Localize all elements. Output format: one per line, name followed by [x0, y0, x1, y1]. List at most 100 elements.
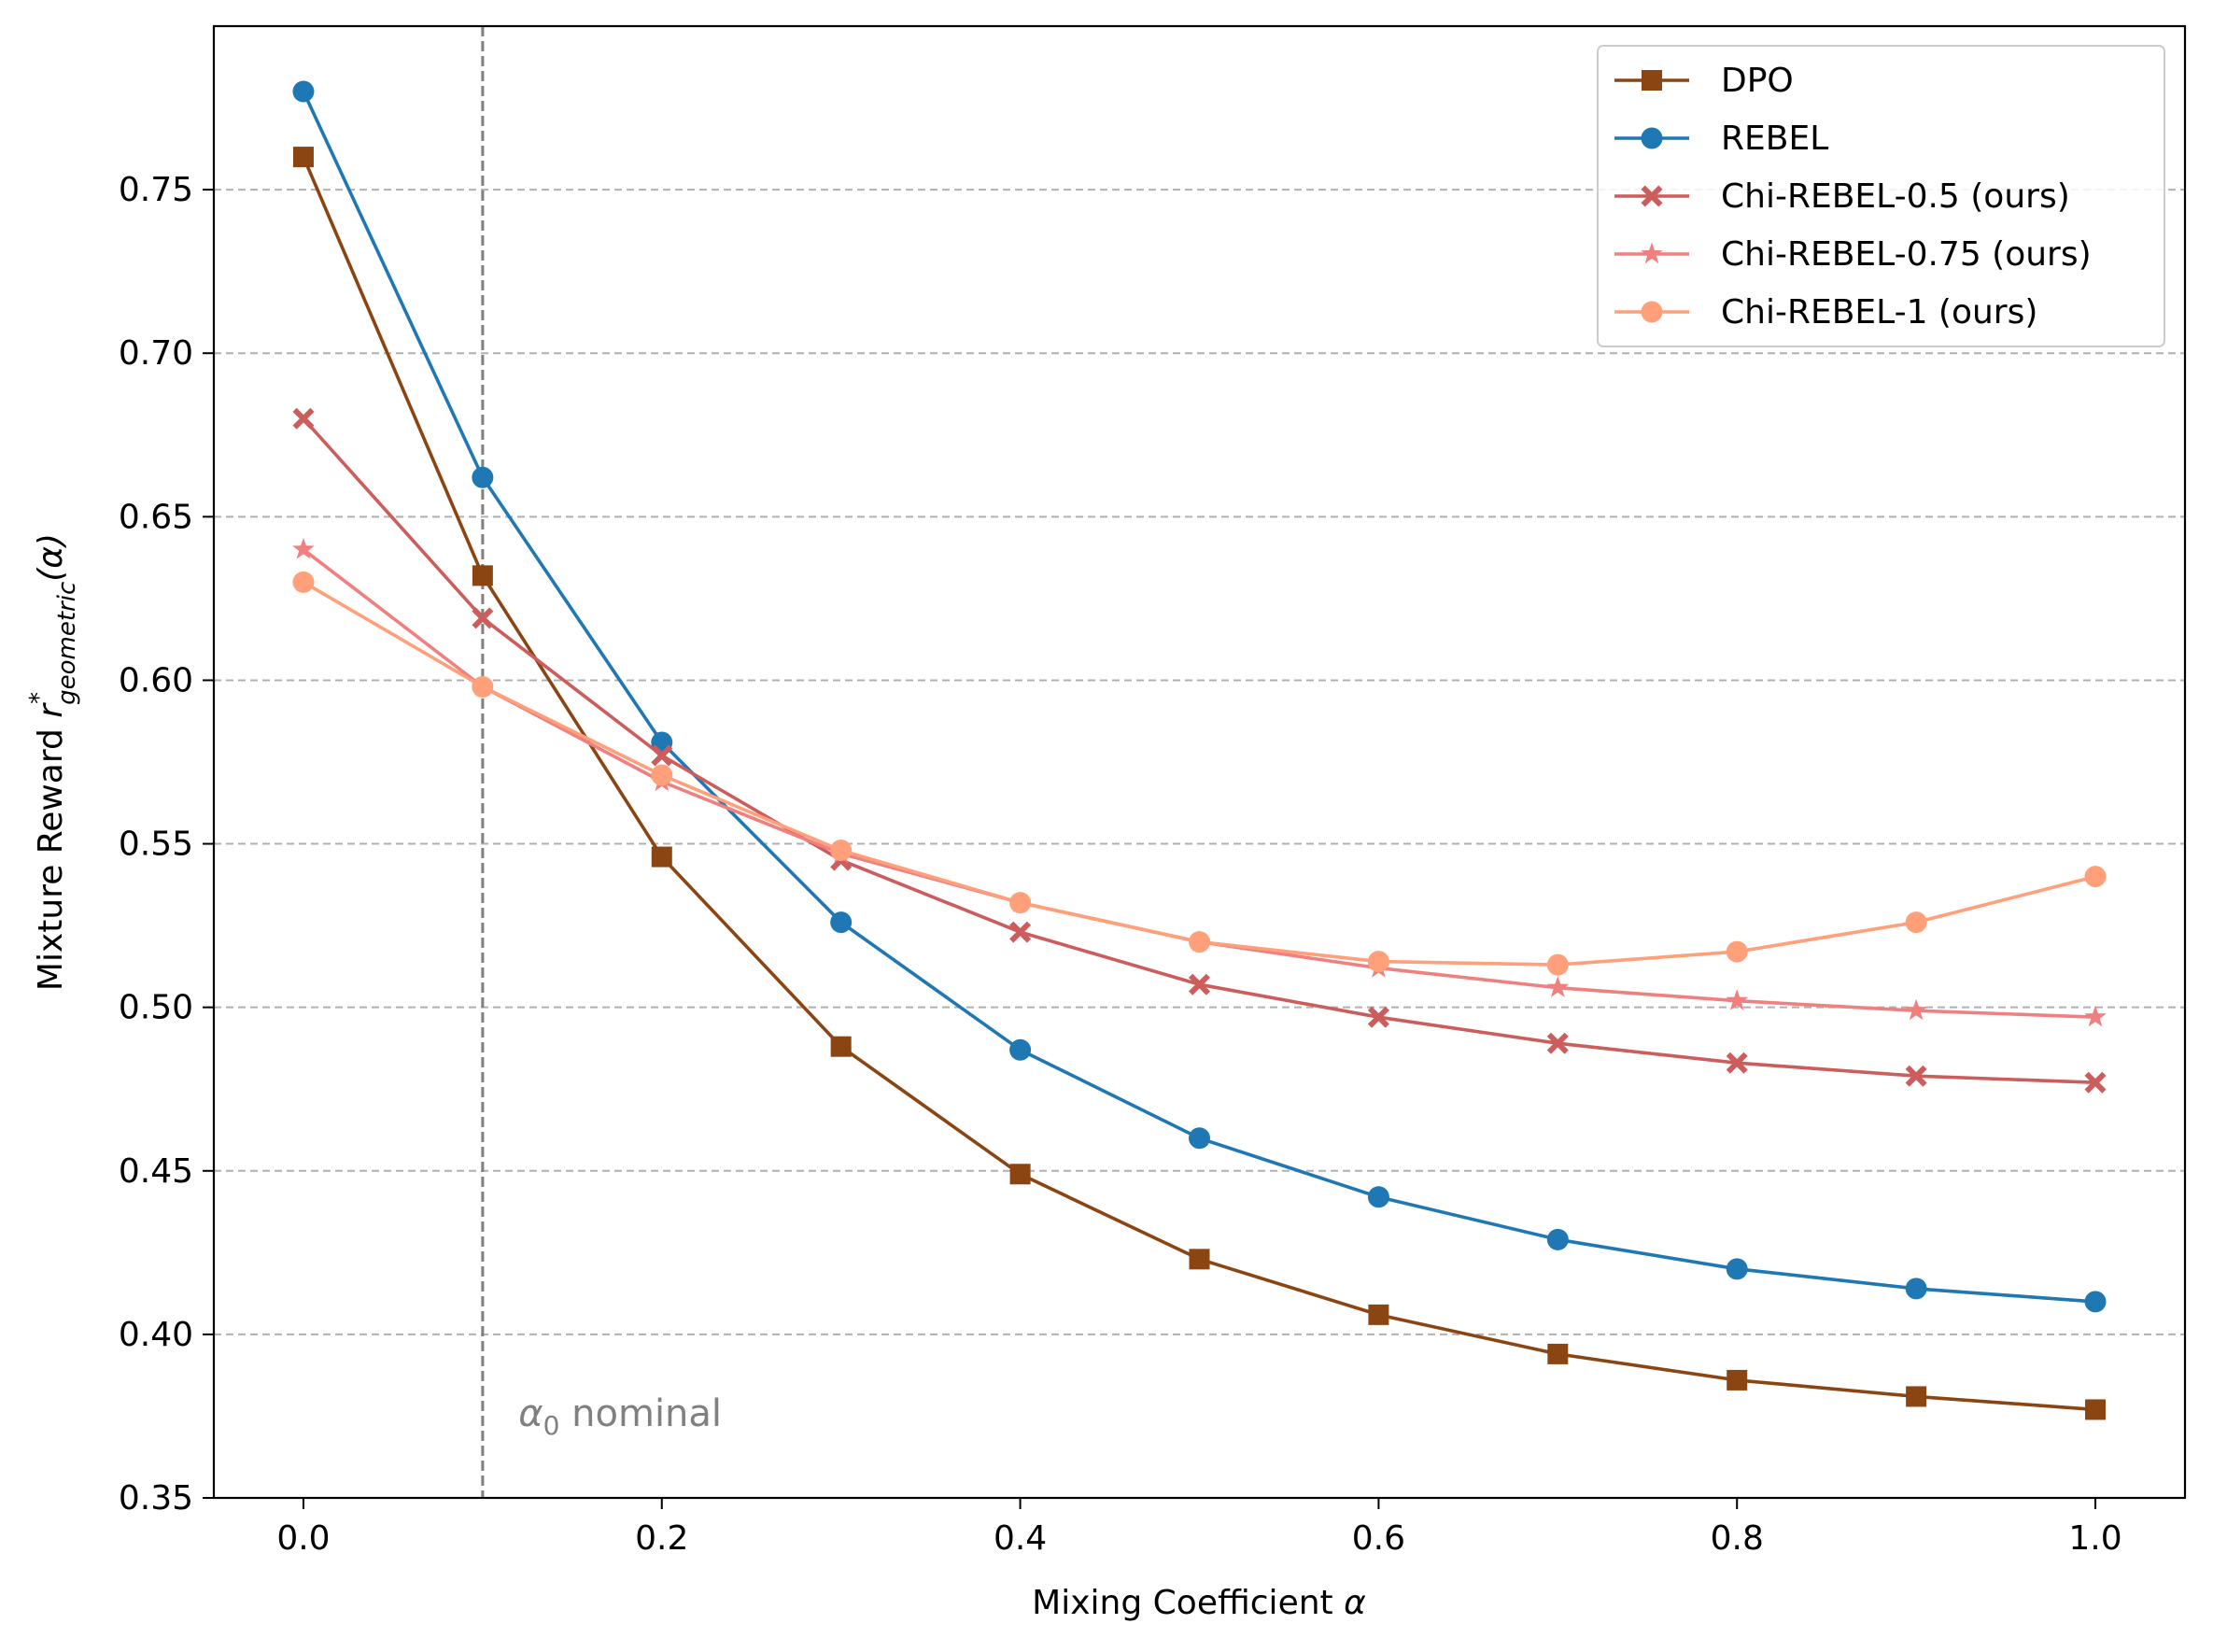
data-point — [292, 80, 315, 103]
data-point — [1009, 1038, 1032, 1061]
data-point — [292, 147, 314, 168]
data-point — [1367, 1006, 1389, 1028]
plot-frame — [212, 24, 2187, 1500]
data-point — [472, 565, 493, 586]
data-point — [2085, 1399, 2107, 1420]
x-tick-label: 1.0 — [2068, 1519, 2121, 1558]
reference-line-label-symbol: α — [518, 1392, 543, 1435]
data-point — [2084, 1071, 2107, 1094]
data-point — [651, 846, 672, 868]
y-axis-label-argument: (α) — [32, 533, 70, 582]
data-point — [1367, 1186, 1389, 1208]
legend-label: Chi-REBEL-0.5 (ours) — [1721, 177, 2070, 216]
data-point — [1905, 911, 1927, 934]
data-point — [1726, 1052, 1748, 1074]
y-axis-label-symbol: r — [32, 702, 70, 718]
data-point — [292, 571, 315, 593]
x-tick-label: 0.6 — [1352, 1519, 1405, 1558]
y-axis-label-superscript: * — [25, 692, 53, 704]
data-point — [292, 407, 315, 430]
data-point — [2084, 1005, 2107, 1027]
data-point — [1009, 1164, 1031, 1185]
data-point — [1546, 953, 1569, 976]
data-point — [472, 607, 494, 629]
legend-swatch-marker — [1641, 301, 1663, 323]
y-tick-label: 0.45 — [119, 1152, 193, 1191]
legend: DPO REBEL Chi-REBEL-0.5 (ours) Chi-REBEL-0.… — [1597, 45, 2165, 347]
data-point — [1368, 1304, 1389, 1325]
y-tick-label: 0.65 — [119, 498, 193, 536]
data-point — [1189, 973, 1210, 995]
data-point — [1727, 1369, 1748, 1391]
series-1 — [292, 147, 2107, 1420]
reference-line-label-subscript: 0 — [543, 1410, 560, 1441]
y-axis-label-subscript: geometric — [53, 582, 81, 705]
y-tick-label: 0.35 — [119, 1479, 193, 1518]
legend-label: DPO — [1721, 62, 1794, 100]
x-tick-label: 0.8 — [1711, 1519, 1764, 1558]
data-point — [1367, 951, 1389, 973]
series-3 — [292, 407, 2107, 1094]
x-axis-label: Mixing Coefficient α — [1032, 1584, 1366, 1622]
legend-label: REBEL — [1721, 120, 1828, 158]
data-point — [651, 744, 673, 767]
data-point — [1189, 931, 1210, 953]
data-point — [1009, 921, 1032, 943]
series-5 — [292, 571, 2107, 976]
reference-line-label-text: nominal — [559, 1392, 722, 1435]
x-axis-label-symbol: α — [1344, 1584, 1366, 1622]
data-point — [1726, 1258, 1748, 1280]
data-point — [2084, 1291, 2107, 1313]
y-tick-label: 0.55 — [119, 826, 193, 864]
y-tick-label: 0.60 — [119, 661, 193, 699]
legend-item: REBEL — [1614, 120, 1828, 158]
reference-line-label: α0 nominal — [518, 1392, 722, 1441]
data-point — [1726, 940, 1748, 963]
data-point — [830, 840, 853, 862]
legend-label: Chi-REBEL-0.75 (ours) — [1721, 235, 2092, 274]
y-axis-label-text: Mixture Reward — [32, 718, 70, 991]
x-axis: 0.0 0.2 0.4 0.6 0.8 1.0 — [276, 1498, 2122, 1558]
legend-swatch-marker — [1641, 127, 1663, 149]
data-point — [1189, 1127, 1210, 1150]
data-point — [1009, 892, 1032, 914]
data-point — [2084, 866, 2107, 888]
legend-items: DPO REBEL Chi-REBEL-0.5 (ours) Chi-REBEL-0.… — [1614, 62, 2092, 332]
series-layer — [292, 80, 2107, 1420]
legend-label: Chi-REBEL-1 (ours) — [1721, 293, 2037, 332]
legend-item: DPO — [1614, 62, 1794, 100]
legend-frame — [1597, 45, 2165, 347]
x-tick-label: 0.0 — [276, 1519, 330, 1558]
y-axis-label: Mixture Reward r*geometric(α) — [25, 533, 81, 991]
data-point — [472, 466, 494, 488]
data-point — [292, 537, 315, 559]
data-point — [830, 911, 853, 934]
data-point — [1905, 1065, 1927, 1087]
x-tick-label: 0.2 — [635, 1519, 688, 1558]
x-tick-label: 0.4 — [994, 1519, 1047, 1558]
x-axis-label-text: Mixing Coefficient — [1032, 1584, 1344, 1622]
data-point — [1547, 1343, 1569, 1364]
legend-item: Chi-REBEL-0.75 (ours) — [1614, 235, 2092, 274]
legend-swatch-marker — [1641, 185, 1663, 207]
legend-item: Chi-REBEL-1 (ours) — [1614, 293, 2037, 332]
data-point — [1546, 1228, 1569, 1250]
data-point — [1546, 976, 1570, 997]
data-point — [1905, 998, 1927, 1021]
legend-item: Chi-REBEL-0.5 (ours) — [1614, 177, 2070, 216]
data-point — [651, 764, 673, 786]
legend-swatch-marker — [1641, 242, 1663, 264]
y-tick-label: 0.70 — [119, 334, 193, 373]
y-tick-label: 0.75 — [119, 171, 193, 209]
data-point — [1905, 1278, 1927, 1300]
y-tick-label: 0.50 — [119, 989, 193, 1027]
data-point — [830, 1036, 852, 1057]
legend-swatch-marker — [1642, 70, 1662, 91]
data-point — [1726, 989, 1749, 1010]
data-point — [1189, 1249, 1210, 1270]
y-axis: 0.35 0.40 0.45 0.50 0.55 0.60 0.65 0.70 0.75 — [119, 171, 214, 1518]
data-point — [1906, 1386, 1927, 1407]
y-tick-label: 0.40 — [119, 1316, 193, 1354]
data-point — [472, 675, 494, 698]
